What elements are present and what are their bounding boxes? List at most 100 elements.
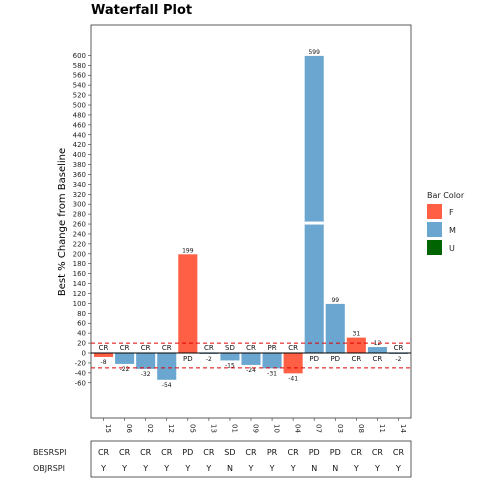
y-tick-label: 200: [73, 250, 86, 258]
table-cell: PD: [309, 448, 320, 457]
y-tick-label: 420: [73, 141, 86, 149]
bar-response-label: SD: [225, 344, 235, 352]
y-tick-label: 540: [73, 82, 86, 90]
y-tick-label: 40: [77, 330, 86, 338]
bar: [94, 353, 114, 357]
table-cell: PD: [182, 448, 193, 457]
table-cell: N: [227, 464, 233, 473]
table-cell: Y: [248, 464, 254, 473]
bar-response-label: CR: [288, 344, 298, 352]
table-cell: Y: [163, 464, 169, 473]
x-tick-label: 15: [104, 424, 112, 433]
x-tick-label: 01: [230, 424, 238, 433]
table-cell: Y: [395, 464, 401, 473]
y-tick-label: 460: [73, 121, 86, 129]
table-cell: CR: [351, 448, 363, 457]
y-tick-label: 260: [73, 221, 86, 229]
legend-label: F: [449, 208, 454, 217]
x-tick-label: 12: [167, 424, 175, 433]
table-cell: Y: [142, 464, 148, 473]
legend-label: U: [449, 244, 455, 253]
bar-response-label: CR: [99, 344, 109, 352]
y-tick-label: 100: [73, 300, 86, 308]
x-tick-label: 11: [378, 424, 386, 433]
bar: [346, 337, 366, 353]
y-tick-label: 240: [73, 230, 86, 238]
table-cell: CR: [140, 448, 152, 457]
y-tick-label: 440: [73, 131, 86, 139]
y-tick-label: 280: [73, 211, 86, 219]
y-tick-label: 300: [73, 201, 86, 209]
bar-response-label: PD: [330, 355, 340, 363]
x-tick-label: 13: [209, 424, 217, 433]
x-tick-label: 08: [357, 424, 365, 433]
bar-response-label: CR: [246, 344, 256, 352]
legend-title: Bar Color: [427, 191, 465, 200]
y-tick-label: 600: [73, 52, 86, 60]
y-tick-label: 500: [73, 102, 86, 110]
y-tick-label: -60: [75, 379, 86, 387]
bar-value-label: 12: [374, 340, 382, 347]
x-tick-label: 14: [399, 424, 407, 433]
y-tick-label: 480: [73, 111, 86, 119]
y-tick-label: -40: [75, 369, 86, 377]
table-row-label: OBJRSPI: [33, 464, 65, 473]
table-cell: CR: [98, 448, 110, 457]
bar-value-label: -2: [206, 356, 212, 363]
table-cell: Y: [269, 464, 275, 473]
bar: [178, 254, 198, 353]
chart-title: Waterfall Plot: [91, 3, 192, 18]
bar-response-label: CR: [120, 344, 130, 352]
y-tick-label: 180: [73, 260, 86, 268]
y-tick-label: -20: [75, 359, 86, 367]
table-cell: Y: [290, 464, 296, 473]
bar-response-label: PD: [183, 355, 193, 363]
bar: [115, 353, 135, 364]
bar: [325, 303, 345, 353]
x-tick-label: 10: [273, 424, 281, 433]
y-tick-label: 140: [73, 280, 86, 288]
table-cell: CR: [393, 448, 405, 457]
bar-response-label: PD: [309, 355, 319, 363]
table-cell: Y: [184, 464, 190, 473]
x-tick-label: 05: [188, 424, 196, 433]
bar-value-label: 599: [308, 49, 320, 56]
table-cell: PD: [330, 448, 341, 457]
bar: [220, 353, 240, 361]
bar-response-label: PR: [268, 344, 277, 352]
bar: [283, 353, 303, 374]
bar-response-label: CR: [204, 344, 214, 352]
table-cell: CR: [203, 448, 215, 457]
bar-value-label: -2: [395, 356, 401, 363]
table-cell: CR: [245, 448, 257, 457]
y-tick-label: 560: [73, 72, 86, 80]
table-cell: CR: [372, 448, 384, 457]
table-cell: N: [311, 464, 317, 473]
y-tick-label: 400: [73, 151, 86, 159]
y-tick-label: 120: [73, 290, 86, 298]
x-tick-label: 07: [315, 424, 323, 433]
axis-break-band: [304, 221, 324, 225]
bar-value-label: 31: [353, 331, 361, 338]
x-tick-label: 09: [252, 424, 260, 433]
bar-value-label: -54: [162, 382, 172, 389]
bar-value-label: -31: [267, 370, 277, 377]
y-tick-label: 520: [73, 92, 86, 100]
y-tick-label: 320: [73, 191, 86, 199]
legend-label: M: [449, 226, 456, 235]
bar-value-label: -41: [288, 375, 298, 382]
y-tick-label: 580: [73, 62, 86, 70]
x-tick-label: 04: [294, 424, 302, 433]
legend-swatch: [427, 240, 442, 255]
y-axis-label: Best % Change from Baseline: [57, 148, 68, 296]
bar: [262, 353, 282, 369]
bar-value-label: 199: [182, 247, 194, 254]
table-cell: CR: [288, 448, 300, 457]
bar: [157, 353, 177, 380]
x-tick-label: 03: [336, 424, 344, 433]
table-cell: PR: [267, 448, 278, 457]
y-tick-label: 160: [73, 270, 86, 278]
y-tick-label: 380: [73, 161, 86, 169]
bar-response-label: CR: [162, 344, 172, 352]
